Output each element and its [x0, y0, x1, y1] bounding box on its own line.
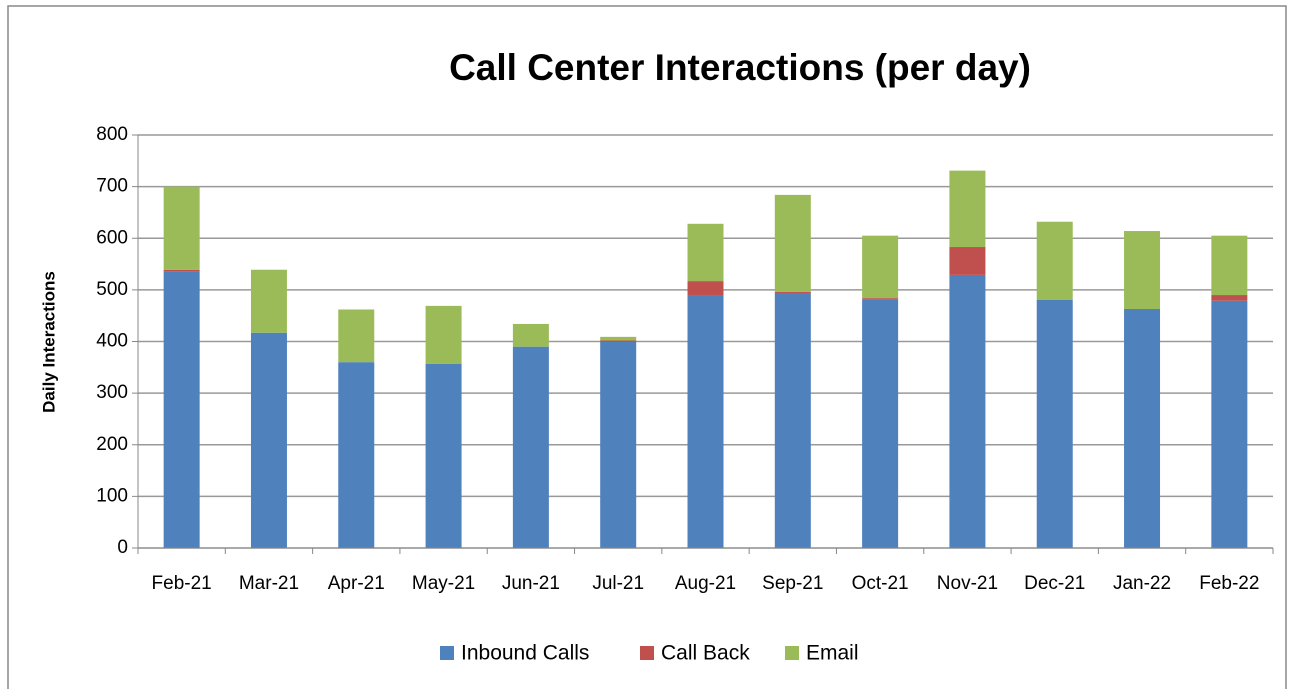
bar-segment: [687, 295, 724, 548]
bar-segment: [163, 186, 200, 270]
bar-segment: [1036, 299, 1073, 548]
x-tick-label: Jul-21: [592, 573, 644, 594]
bar-segment: [512, 323, 549, 347]
y-tick-label: 300: [96, 382, 128, 403]
bar-segment: [425, 363, 462, 548]
bar-segment: [949, 247, 986, 275]
bar-segment: [1211, 300, 1248, 548]
bar-segment: [949, 170, 986, 248]
y-tick-label: 700: [96, 176, 128, 197]
x-tick-label: May-21: [412, 573, 475, 594]
bar-segment: [600, 336, 637, 341]
bar-segment: [862, 298, 899, 300]
bar-segment: [774, 292, 811, 548]
legend-label: Call Back: [661, 642, 750, 665]
bar-segment: [1211, 235, 1248, 296]
legend-label: Inbound Calls: [461, 642, 589, 665]
bar-segment: [512, 346, 549, 548]
bar-segment: [600, 342, 637, 548]
legend-swatch: [785, 646, 799, 660]
chart-title: Call Center Interactions (per day): [449, 47, 1031, 88]
x-tick-label: Oct-21: [852, 573, 909, 594]
y-tick-label: 600: [96, 227, 128, 248]
y-tick-label: 800: [96, 124, 128, 145]
bar-segment: [1036, 221, 1073, 300]
y-tick-label: 100: [96, 485, 128, 506]
x-tick-label: Sep-21: [762, 573, 823, 594]
bar-segment: [1124, 231, 1161, 309]
x-tick-label: Mar-21: [239, 573, 299, 594]
bar-segment: [163, 269, 200, 272]
y-axis-label: Daily Interactions: [39, 271, 58, 413]
x-tick-label: Apr-21: [328, 573, 385, 594]
bar-segment: [600, 340, 637, 343]
bar-segment: [774, 291, 811, 293]
x-tick-label: Dec-21: [1024, 573, 1085, 594]
x-tick-label: Feb-21: [152, 573, 212, 594]
y-tick-label: 200: [96, 434, 128, 455]
bar-segment: [862, 235, 899, 299]
legend-swatch: [440, 646, 454, 660]
legend-label: Email: [806, 642, 859, 665]
bar-segment: [687, 223, 724, 282]
y-tick-label: 400: [96, 331, 128, 352]
bar-segment: [425, 305, 462, 364]
x-tick-label: Feb-22: [1199, 573, 1259, 594]
bar-segment: [338, 362, 375, 548]
bar-segment: [687, 281, 724, 296]
bar-segment: [250, 269, 287, 333]
legend-swatch: [640, 646, 654, 660]
bar-segment: [1124, 308, 1161, 548]
bar-segment: [949, 274, 986, 548]
bar-segment: [250, 332, 287, 548]
y-tick-label: 0: [117, 537, 128, 558]
chart-border: [7, 5, 1287, 689]
x-tick-label: Jun-21: [502, 573, 560, 594]
y-tick-label: 500: [96, 279, 128, 300]
x-tick-label: Nov-21: [937, 573, 998, 594]
bar-segment: [1211, 295, 1248, 301]
bar-segment: [774, 194, 811, 292]
bar-segment: [862, 299, 899, 548]
x-tick-label: Jan-22: [1113, 573, 1171, 594]
x-tick-label: Aug-21: [675, 573, 736, 594]
bar-segment: [338, 309, 375, 363]
bar-segment: [163, 271, 200, 548]
